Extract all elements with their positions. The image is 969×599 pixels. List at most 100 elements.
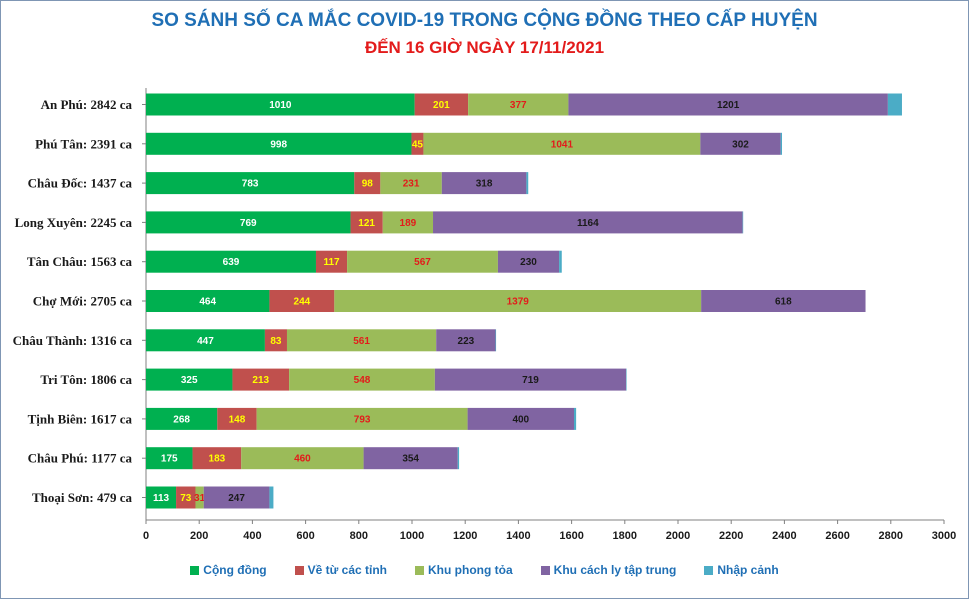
- bar-segment: [256, 407, 468, 430]
- bar-segment: [526, 172, 529, 195]
- bar-segment: [742, 211, 744, 234]
- data-label: 460: [294, 454, 311, 465]
- x-tick-label: 2800: [879, 530, 903, 542]
- bar-segment: [146, 211, 351, 234]
- bar-segment: [468, 93, 569, 116]
- data-label: 1379: [507, 297, 530, 308]
- data-label: 223: [458, 336, 475, 347]
- bar-segment: [217, 407, 257, 430]
- data-label: 447: [197, 336, 214, 347]
- bar-segment: [780, 132, 783, 155]
- bar-segment: [334, 290, 702, 312]
- category-label: Thoại Sơn: 479 ca: [32, 490, 133, 505]
- data-label: 73: [180, 493, 192, 504]
- chart-title: SO SÁNH SỐ CA MẮC COVID-19 TRONG CỘNG ĐỒ…: [151, 10, 818, 31]
- bar-segment: [241, 447, 364, 470]
- x-tick-label: 1000: [400, 530, 424, 542]
- x-tick-label: 0: [143, 530, 149, 542]
- x-tick-label: 2400: [772, 530, 796, 542]
- bar-segment: [436, 329, 496, 352]
- x-tick-label: 3000: [932, 530, 956, 542]
- legend-item: Cộng đồng: [190, 563, 267, 577]
- data-label: 83: [270, 336, 282, 347]
- bar-segment: [146, 93, 415, 116]
- data-label: 1164: [577, 218, 599, 229]
- bar-segment: [573, 407, 577, 430]
- data-label: 98: [362, 179, 374, 190]
- bar-segment: [315, 250, 348, 273]
- bar-segment: [467, 407, 574, 430]
- category-label: Châu Đốc: 1437 ca: [28, 176, 133, 191]
- x-tick-label: 1800: [613, 530, 637, 542]
- bar-segment: [701, 290, 866, 312]
- bar-segment: [146, 250, 316, 273]
- data-label: 354: [402, 454, 419, 465]
- data-label: 213: [252, 375, 269, 386]
- category-label: An Phú: 2842 ca: [41, 97, 133, 112]
- data-label: 464: [199, 297, 216, 308]
- data-label: 148: [229, 414, 246, 425]
- data-label: 45: [412, 139, 424, 150]
- bar-segment: [347, 250, 498, 273]
- bar-segment: [289, 368, 435, 391]
- legend-swatch: [415, 565, 424, 575]
- category-label: Tịnh Biên: 1617 ca: [28, 411, 133, 426]
- category-label: Phú Tân: 2391 ca: [35, 136, 132, 151]
- bar-segment: [382, 211, 434, 234]
- data-label: 400: [512, 414, 529, 425]
- data-label: 377: [510, 100, 527, 111]
- chart-legend: Cộng đồng Về từ các tỉnh Khu phong tỏa Khu …: [0, 563, 969, 577]
- data-label: 230: [520, 257, 537, 268]
- data-label: 639: [223, 257, 240, 268]
- bar-segment: [146, 132, 412, 155]
- data-label: 31: [194, 493, 206, 504]
- bar-segment: [626, 368, 627, 391]
- category-label: Chợ Mới: 2705 ca: [33, 294, 133, 309]
- bar-segment: [203, 486, 270, 509]
- x-tick-label: 800: [350, 530, 368, 542]
- legend-label: Về từ các tỉnh: [307, 563, 387, 577]
- bar-segment: [700, 132, 781, 155]
- bar-segment: [363, 447, 458, 470]
- data-label: 189: [400, 218, 417, 229]
- x-tick-label: 2000: [666, 530, 690, 542]
- x-tick-label: 400: [243, 530, 261, 542]
- data-label: 548: [354, 375, 371, 386]
- category-label: Tri Tôn: 1806 ca: [40, 372, 132, 387]
- category-label: Châu Phú: 1177 ca: [28, 451, 133, 466]
- data-label: 302: [732, 139, 749, 150]
- x-tick-label: 1400: [506, 530, 530, 542]
- bar-segment: [354, 172, 381, 195]
- bar-segment: [269, 486, 274, 509]
- bar-segment: [146, 407, 218, 430]
- data-label: 183: [209, 454, 226, 465]
- bar-segment: [414, 93, 469, 116]
- bar-segment: [380, 172, 442, 195]
- bar-segment: [146, 447, 193, 470]
- data-label: 793: [354, 414, 371, 425]
- bar-segment: [269, 290, 335, 312]
- x-tick-label: 200: [190, 530, 208, 542]
- bar-segment: [495, 329, 497, 352]
- bar-segment: [497, 250, 560, 273]
- data-label: 121: [358, 218, 375, 229]
- bar-segment: [568, 93, 888, 116]
- bar-segment: [146, 290, 270, 312]
- legend-label: Khu cách ly tập trung: [553, 563, 677, 577]
- data-label: 117: [323, 257, 340, 268]
- bar-segment: [423, 132, 701, 155]
- data-label: 175: [161, 454, 178, 465]
- bar-segment: [146, 486, 177, 509]
- x-tick-label: 1200: [453, 530, 477, 542]
- bar-segment: [192, 447, 242, 470]
- legend-label: Khu phong tỏa: [428, 563, 513, 577]
- x-tick-label: 2200: [719, 530, 743, 542]
- category-label: Tân Châu: 1563 ca: [27, 254, 133, 269]
- data-label: 247: [228, 493, 245, 504]
- bar-segment: [350, 211, 383, 234]
- legend-item: Khu cách ly tập trung: [540, 563, 677, 577]
- bar-segment: [286, 329, 437, 352]
- bar-segment: [433, 211, 743, 234]
- x-tick-label: 600: [296, 530, 314, 542]
